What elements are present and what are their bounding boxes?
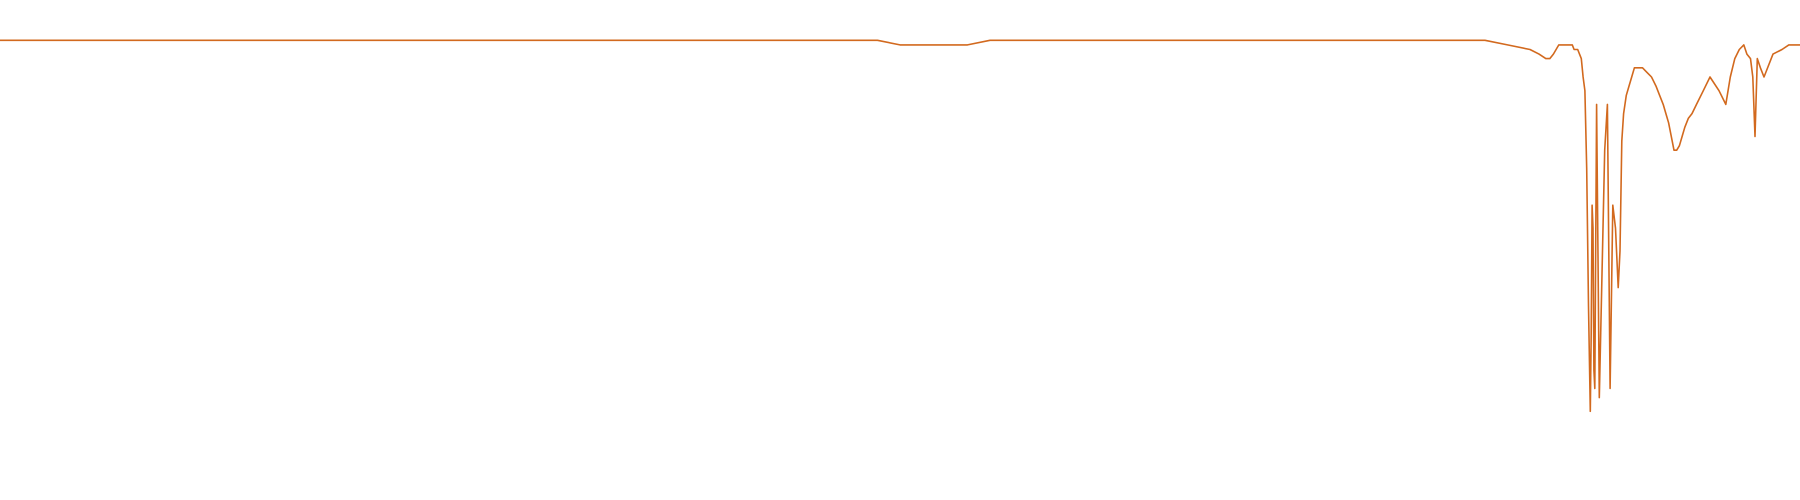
series-layer (0, 39, 1800, 413)
series-line-0 (0, 39, 1800, 413)
